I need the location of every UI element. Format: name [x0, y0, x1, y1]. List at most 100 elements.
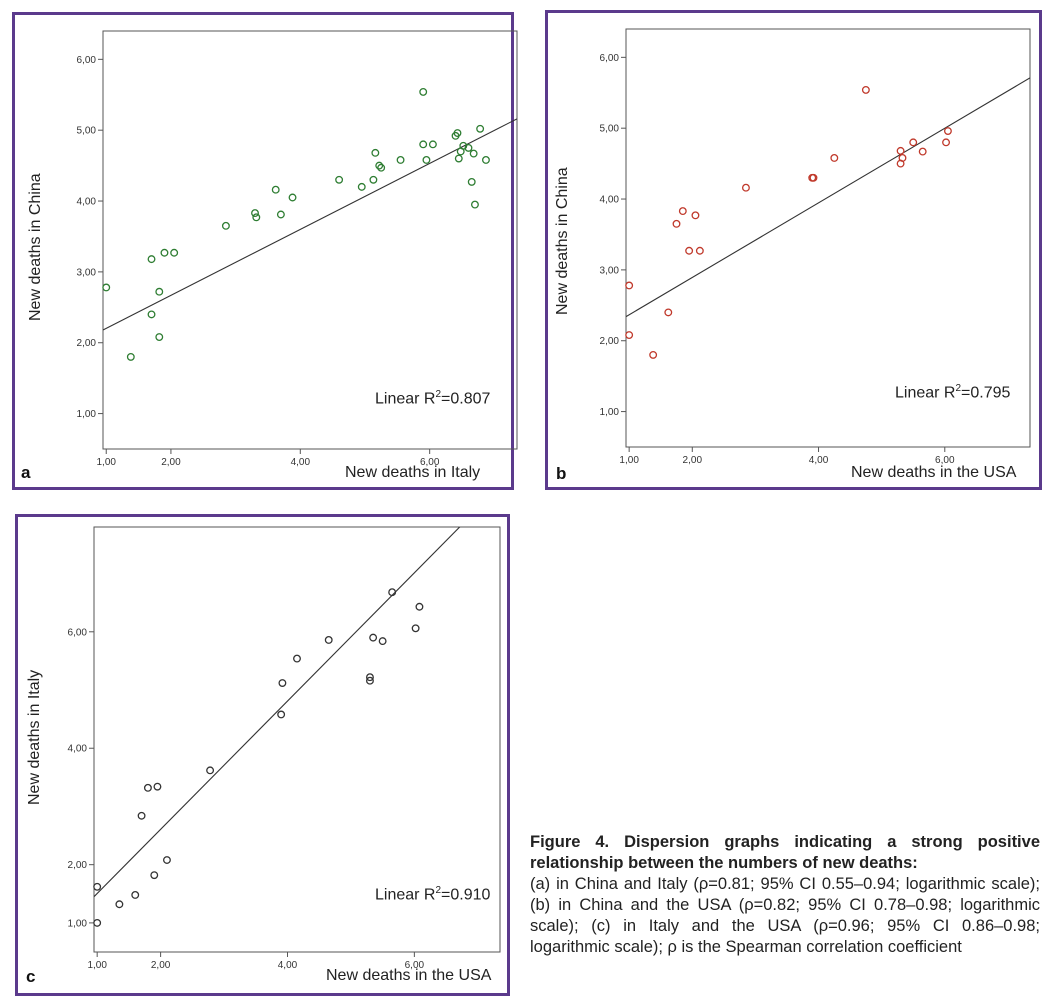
data-point	[278, 679, 287, 687]
data-point	[691, 211, 700, 220]
data-point	[918, 147, 927, 156]
regression-line-a	[103, 118, 517, 331]
scatter-plot-b: 1,00 2,00 4,00 6,00 1,00 2,00 3,00 4,00 5,00 6,00	[600, 28, 1031, 466]
data-point	[809, 173, 818, 182]
y-tick-label: 4,00	[68, 744, 88, 755]
r-squared-label-b: Linear R2=0.795	[895, 383, 1010, 402]
data-point	[375, 161, 384, 170]
data-point	[277, 710, 286, 719]
x-tick-label: 6,00	[405, 960, 425, 971]
y-tick-label: 4,00	[77, 197, 97, 208]
x-axis-label-c: New deaths in the USA	[326, 967, 492, 984]
x-tick-label: 4,00	[278, 960, 298, 971]
y-tick-label: 6,00	[68, 627, 88, 638]
scatter-plot-c: 1,00 2,00 4,00 6,00 1,00 2,00 4,00 6,00	[68, 526, 501, 971]
x-axis-label-b: New deaths in the USA	[851, 464, 1017, 481]
r2-prefix: Linear R	[895, 384, 956, 402]
data-point	[221, 221, 230, 230]
chart-panel-a: 1,00 2,00 4,00 6,00 1,00 2,00 3,00 4,00 5,00 6,00…	[12, 12, 518, 490]
data-point	[206, 766, 215, 775]
data-point	[252, 213, 261, 222]
regression-line-c	[94, 527, 461, 898]
data-point	[155, 333, 164, 342]
data-point	[276, 210, 285, 219]
data-point	[672, 219, 681, 228]
data-point	[467, 177, 476, 186]
data-point	[357, 182, 366, 191]
data-point	[163, 856, 171, 864]
data-point	[678, 207, 687, 216]
data-point	[137, 811, 146, 820]
data-point	[685, 246, 694, 255]
data-point	[251, 209, 259, 218]
data-point	[93, 918, 102, 927]
data-point	[909, 138, 918, 147]
data-point	[93, 882, 102, 891]
chart-panel-b: 1,00 2,00 4,00 6,00 1,00 2,00 3,00 4,00 5,00 6,00…	[545, 10, 1042, 490]
r2-value: =0.910	[441, 886, 491, 904]
regression-line-b	[626, 77, 1030, 318]
data-point	[664, 308, 673, 317]
data-point	[476, 124, 485, 133]
data-point	[324, 635, 333, 644]
data-point	[170, 248, 179, 257]
plot-frame-b	[625, 28, 1031, 448]
data-point	[335, 175, 344, 184]
y-axis-label-c: New deaths in Italy	[26, 669, 43, 805]
data-point	[830, 153, 839, 162]
plot-frame-a	[102, 30, 518, 450]
x-tick-label: 6,00	[420, 457, 440, 468]
data-point	[369, 633, 378, 642]
y-tick-label: 3,00	[600, 265, 620, 276]
data-point	[388, 588, 397, 597]
y-tick-label: 5,00	[600, 124, 620, 135]
x-tick-label: 2,00	[151, 960, 171, 971]
data-point	[153, 782, 162, 791]
data-point	[454, 154, 463, 163]
y-tick-label: 1,00	[68, 918, 88, 929]
r2-value: =0.795	[961, 384, 1011, 402]
data-point	[369, 175, 378, 184]
plot-frame-c	[93, 526, 501, 953]
data-point	[411, 624, 420, 633]
data-point	[150, 871, 159, 880]
data-point	[464, 143, 473, 152]
y-tick-label: 1,00	[600, 407, 620, 418]
y-tick-label: 2,00	[600, 336, 620, 347]
y-axis-label-a: New deaths in China	[27, 173, 44, 321]
data-point	[741, 183, 750, 192]
data-point	[469, 149, 478, 158]
r2-sup: 2	[435, 389, 442, 400]
data-point	[625, 281, 634, 290]
data-point	[419, 87, 428, 96]
data-point	[147, 255, 156, 264]
y-axis-label-b: New deaths in China	[554, 167, 571, 315]
scatter-plot-a: 1,00 2,00 4,00 6,00 1,00 2,00 3,00 4,00 5,00 6,00	[77, 30, 518, 468]
data-point	[366, 673, 374, 682]
r2-sup: 2	[435, 885, 442, 896]
data-point	[115, 900, 124, 909]
x-tick-label: 1,00	[87, 960, 107, 971]
x-tick-label: 6,00	[935, 455, 955, 466]
caption-title: Figure 4. Dispersion graphs indicating a…	[530, 833, 1040, 872]
data-point	[160, 248, 169, 257]
data-point	[419, 140, 428, 149]
data-point	[288, 193, 297, 202]
x-tick-label: 2,00	[683, 455, 703, 466]
data-point	[271, 185, 280, 194]
y-tick-label: 6,00	[77, 55, 97, 66]
r-squared-label-c: Linear R2=0.910	[375, 885, 490, 904]
data-point	[695, 246, 704, 255]
x-tick-label: 4,00	[809, 455, 829, 466]
data-point	[102, 283, 111, 292]
x-tick-label: 1,00	[97, 457, 117, 468]
panel-letter-a: a	[21, 463, 31, 482]
data-point	[422, 155, 431, 164]
r2-prefix: Linear R	[375, 390, 436, 408]
x-axis-label-a: New deaths in Italy	[345, 464, 481, 481]
data-point	[293, 654, 301, 663]
data-point	[482, 155, 490, 164]
data-point	[415, 602, 424, 611]
chart-panel-c: 1,00 2,00 4,00 6,00 1,00 2,00 4,00 6,00 New dea…	[15, 514, 510, 996]
data-point	[943, 127, 952, 135]
